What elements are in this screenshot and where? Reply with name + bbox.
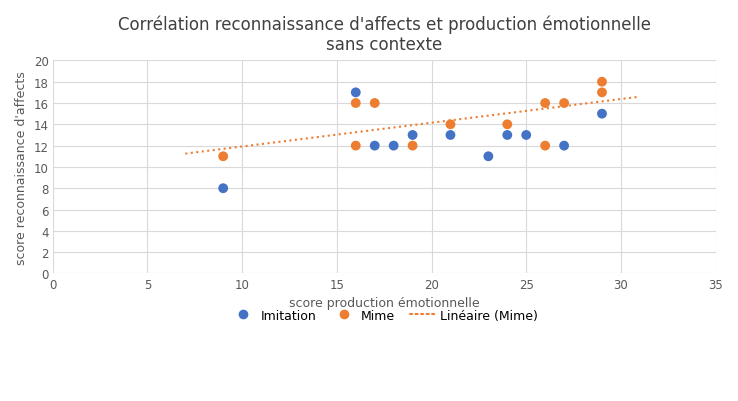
Imitation (350, 90, 362, 96)
Legend: Imitation, Mime, Linéaire (Mime): Imitation, Mime, Linéaire (Mime) (225, 304, 543, 327)
Linéaire (Mime) (266, 141, 275, 146)
Imitation (483, 154, 494, 160)
Imitation (407, 132, 418, 139)
Mime (596, 90, 608, 96)
Mime (539, 101, 551, 107)
Line: Linéaire (Mime): Linéaire (Mime) (185, 97, 640, 154)
Linéaire (Mime) (208, 148, 217, 153)
Title: Corrélation reconnaissance d'affects et production émotionnelle
sans contexte: Corrélation reconnaissance d'affects et … (117, 15, 651, 54)
Mime (350, 101, 362, 107)
Imitation (596, 111, 608, 117)
X-axis label: score production émotionnelle: score production émotionnelle (289, 296, 480, 309)
Linéaire (Mime) (199, 150, 208, 154)
Mime (501, 122, 513, 128)
Mime (444, 122, 456, 128)
Linéaire (Mime) (635, 95, 644, 100)
Mime (350, 143, 362, 150)
Mime (539, 143, 551, 150)
Imitation (444, 132, 456, 139)
Imitation (558, 143, 570, 150)
Linéaire (Mime) (613, 98, 621, 103)
Mime (369, 101, 381, 107)
Imitation (387, 143, 399, 150)
Imitation (501, 132, 513, 139)
Imitation (520, 132, 532, 139)
Linéaire (Mime) (596, 100, 605, 105)
Mime (558, 101, 570, 107)
Imitation (369, 143, 381, 150)
Imitation (217, 186, 229, 192)
Mime (217, 154, 229, 160)
Mime (407, 143, 418, 150)
Y-axis label: score reconnaissance d'affects: score reconnaissance d'affects (15, 71, 28, 264)
Linéaire (Mime) (181, 152, 190, 157)
Linéaire (Mime) (302, 137, 311, 142)
Mime (596, 79, 608, 86)
